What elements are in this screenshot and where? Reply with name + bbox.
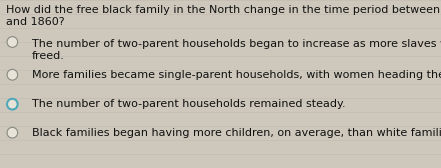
Text: The number of two-parent households began to increase as more slaves were
freed.: The number of two-parent households bega… bbox=[32, 39, 441, 61]
Text: The number of two-parent households remained steady.: The number of two-parent households rema… bbox=[32, 99, 345, 109]
Text: Black families began having more children, on average, than white families.: Black families began having more childre… bbox=[32, 128, 441, 138]
Text: How did the free black family in the North change in the time period between 182: How did the free black family in the Nor… bbox=[6, 5, 441, 27]
Ellipse shape bbox=[7, 37, 18, 47]
Ellipse shape bbox=[7, 127, 18, 138]
Ellipse shape bbox=[7, 69, 18, 80]
Text: More families became single-parent households, with women heading them.: More families became single-parent house… bbox=[32, 70, 441, 80]
Ellipse shape bbox=[7, 99, 18, 110]
